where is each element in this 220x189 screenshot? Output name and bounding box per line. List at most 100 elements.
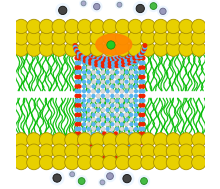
Circle shape [77, 155, 92, 170]
Circle shape [83, 56, 88, 61]
Circle shape [91, 80, 96, 84]
Circle shape [141, 155, 155, 170]
Circle shape [103, 19, 117, 34]
Circle shape [129, 136, 134, 141]
Circle shape [105, 80, 110, 84]
Circle shape [141, 122, 146, 127]
Circle shape [133, 143, 138, 148]
Circle shape [91, 94, 96, 98]
Circle shape [120, 61, 124, 65]
Circle shape [110, 113, 115, 117]
Circle shape [110, 152, 115, 156]
Circle shape [77, 113, 82, 117]
Circle shape [81, 54, 85, 59]
Circle shape [59, 6, 67, 15]
Circle shape [103, 48, 107, 53]
Circle shape [92, 134, 96, 138]
Circle shape [91, 1, 103, 12]
Circle shape [110, 52, 115, 57]
Circle shape [79, 50, 84, 55]
Circle shape [110, 89, 115, 93]
Circle shape [110, 141, 115, 145]
Circle shape [110, 80, 115, 84]
Circle shape [131, 149, 135, 153]
Circle shape [118, 50, 123, 54]
Circle shape [116, 155, 130, 170]
Circle shape [96, 113, 100, 117]
Circle shape [154, 144, 168, 158]
Circle shape [123, 148, 128, 152]
Circle shape [86, 80, 91, 84]
Circle shape [138, 54, 143, 59]
Circle shape [135, 52, 140, 57]
Circle shape [166, 133, 181, 147]
Circle shape [120, 98, 124, 103]
Circle shape [86, 141, 91, 145]
Circle shape [74, 48, 79, 53]
Circle shape [82, 122, 86, 126]
Circle shape [82, 84, 86, 89]
Circle shape [138, 103, 143, 108]
Circle shape [120, 117, 124, 122]
Circle shape [39, 19, 54, 34]
Circle shape [101, 54, 106, 59]
Circle shape [115, 94, 119, 98]
Circle shape [79, 56, 83, 61]
Circle shape [74, 98, 79, 103]
Circle shape [97, 132, 101, 137]
Circle shape [90, 144, 104, 158]
Circle shape [65, 133, 79, 147]
Circle shape [96, 108, 100, 112]
Circle shape [192, 133, 206, 147]
Circle shape [74, 60, 79, 65]
Circle shape [87, 51, 92, 56]
Circle shape [89, 53, 94, 58]
Circle shape [103, 133, 117, 147]
Circle shape [83, 141, 87, 145]
Circle shape [96, 57, 101, 61]
Circle shape [86, 122, 91, 126]
Circle shape [138, 175, 150, 187]
Circle shape [96, 150, 100, 154]
Circle shape [100, 135, 104, 139]
Circle shape [97, 154, 101, 159]
Circle shape [141, 19, 155, 34]
Circle shape [129, 108, 134, 112]
Circle shape [141, 42, 155, 56]
Circle shape [138, 65, 143, 70]
Circle shape [94, 56, 99, 61]
Circle shape [119, 171, 134, 186]
Circle shape [124, 98, 129, 103]
Circle shape [65, 31, 79, 45]
Circle shape [141, 48, 146, 53]
Circle shape [104, 170, 116, 182]
Circle shape [86, 56, 91, 60]
Circle shape [96, 103, 100, 108]
Circle shape [136, 49, 141, 54]
Circle shape [52, 155, 66, 170]
Circle shape [77, 56, 82, 60]
Circle shape [119, 60, 124, 65]
Circle shape [141, 65, 146, 70]
Circle shape [160, 8, 166, 15]
Circle shape [179, 42, 193, 56]
Circle shape [102, 60, 107, 65]
Circle shape [86, 132, 91, 136]
Circle shape [55, 3, 70, 18]
Circle shape [131, 138, 135, 143]
Circle shape [124, 153, 128, 157]
Circle shape [91, 132, 96, 136]
Circle shape [91, 56, 96, 60]
Circle shape [102, 55, 107, 60]
Circle shape [105, 89, 110, 93]
Circle shape [124, 108, 129, 112]
Circle shape [142, 46, 147, 51]
Circle shape [114, 63, 119, 68]
Circle shape [115, 141, 119, 145]
Circle shape [118, 60, 123, 65]
Circle shape [134, 98, 138, 103]
Circle shape [114, 57, 119, 62]
Circle shape [74, 84, 79, 89]
Circle shape [131, 46, 136, 51]
Circle shape [96, 56, 100, 60]
